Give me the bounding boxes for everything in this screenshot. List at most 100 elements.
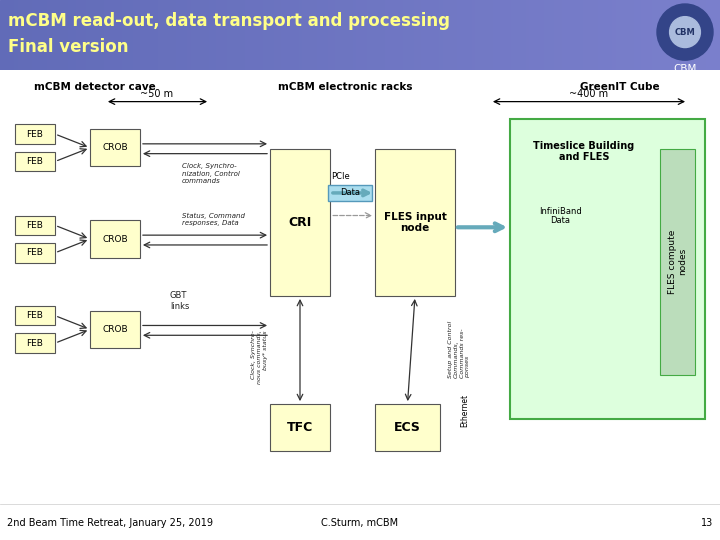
FancyBboxPatch shape bbox=[90, 220, 140, 258]
Text: CBM: CBM bbox=[673, 64, 697, 74]
Bar bbox=[616, 0, 619, 70]
FancyBboxPatch shape bbox=[15, 333, 55, 353]
Text: Timeslice Building
and FLES: Timeslice Building and FLES bbox=[534, 141, 635, 163]
Bar bbox=[655, 0, 659, 70]
Bar bbox=[403, 0, 407, 70]
Bar bbox=[360, 0, 364, 70]
Bar bbox=[277, 0, 281, 70]
Bar bbox=[407, 0, 410, 70]
Bar bbox=[500, 0, 504, 70]
Bar bbox=[666, 0, 670, 70]
Bar bbox=[691, 0, 695, 70]
Bar bbox=[7, 0, 11, 70]
Bar bbox=[706, 0, 709, 70]
Bar bbox=[594, 0, 598, 70]
Bar bbox=[252, 0, 256, 70]
Text: FEB: FEB bbox=[27, 130, 43, 139]
Text: Setup and Control
Commands,
Commands res-
ponses: Setup and Control Commands, Commands res… bbox=[448, 321, 470, 378]
Bar bbox=[457, 0, 461, 70]
Bar bbox=[428, 0, 432, 70]
Bar bbox=[605, 0, 608, 70]
Bar bbox=[598, 0, 601, 70]
Bar bbox=[709, 0, 713, 70]
Bar bbox=[187, 0, 191, 70]
Bar bbox=[526, 0, 529, 70]
Text: CBM: CBM bbox=[675, 28, 696, 37]
Bar bbox=[148, 0, 151, 70]
Bar bbox=[97, 0, 101, 70]
Bar bbox=[310, 0, 313, 70]
Bar bbox=[644, 0, 648, 70]
Bar bbox=[133, 0, 137, 70]
Bar bbox=[58, 0, 61, 70]
Bar bbox=[695, 0, 698, 70]
Bar bbox=[320, 0, 324, 70]
Bar bbox=[612, 0, 616, 70]
Bar bbox=[65, 0, 68, 70]
Bar bbox=[36, 0, 40, 70]
Bar bbox=[382, 0, 385, 70]
Bar bbox=[72, 0, 76, 70]
Bar bbox=[151, 0, 155, 70]
FancyBboxPatch shape bbox=[375, 148, 455, 296]
Text: C.Sturm, mCBM: C.Sturm, mCBM bbox=[321, 518, 399, 528]
Bar bbox=[634, 0, 637, 70]
Text: mCBM read-out, data transport and processing: mCBM read-out, data transport and proces… bbox=[8, 12, 450, 30]
Bar bbox=[180, 0, 184, 70]
Bar bbox=[648, 0, 652, 70]
Bar bbox=[511, 0, 515, 70]
Text: FEB: FEB bbox=[27, 157, 43, 166]
Bar bbox=[392, 0, 396, 70]
Text: Final version: Final version bbox=[8, 38, 128, 56]
Bar bbox=[76, 0, 79, 70]
FancyBboxPatch shape bbox=[510, 119, 705, 418]
Bar bbox=[670, 0, 673, 70]
FancyArrowPatch shape bbox=[458, 224, 503, 231]
Bar bbox=[580, 0, 583, 70]
Bar bbox=[86, 0, 90, 70]
Bar bbox=[119, 0, 122, 70]
Bar bbox=[702, 0, 706, 70]
Bar bbox=[504, 0, 508, 70]
Text: GreenIT Cube: GreenIT Cube bbox=[580, 82, 660, 92]
Bar bbox=[166, 0, 169, 70]
Bar bbox=[274, 0, 277, 70]
Text: TFC: TFC bbox=[287, 421, 313, 434]
Text: CROB: CROB bbox=[102, 234, 128, 244]
Bar bbox=[497, 0, 500, 70]
Text: Clock, Synchro-
nous commands,
busy* status: Clock, Synchro- nous commands, busy* sta… bbox=[251, 330, 268, 384]
Bar bbox=[331, 0, 335, 70]
Text: ~400 m: ~400 m bbox=[570, 89, 608, 99]
Bar bbox=[652, 0, 655, 70]
Bar bbox=[184, 0, 187, 70]
Bar bbox=[353, 0, 356, 70]
Bar bbox=[461, 0, 464, 70]
Bar bbox=[40, 0, 43, 70]
Bar bbox=[241, 0, 245, 70]
Bar bbox=[374, 0, 378, 70]
Bar bbox=[454, 0, 457, 70]
Bar bbox=[205, 0, 209, 70]
Bar bbox=[176, 0, 180, 70]
Bar bbox=[155, 0, 158, 70]
Bar bbox=[144, 0, 148, 70]
Bar bbox=[673, 0, 677, 70]
Bar bbox=[529, 0, 533, 70]
Bar bbox=[50, 0, 54, 70]
FancyBboxPatch shape bbox=[15, 152, 55, 171]
Text: PCIe: PCIe bbox=[330, 172, 349, 181]
Bar bbox=[101, 0, 104, 70]
Bar bbox=[558, 0, 562, 70]
Bar bbox=[659, 0, 662, 70]
Bar bbox=[284, 0, 288, 70]
Circle shape bbox=[657, 4, 713, 60]
Circle shape bbox=[670, 17, 701, 48]
Text: ECS: ECS bbox=[394, 421, 421, 434]
Text: Data: Data bbox=[340, 188, 360, 198]
Bar bbox=[169, 0, 173, 70]
Bar bbox=[400, 0, 403, 70]
Bar bbox=[162, 0, 166, 70]
Bar bbox=[623, 0, 626, 70]
Bar bbox=[619, 0, 623, 70]
Bar bbox=[47, 0, 50, 70]
